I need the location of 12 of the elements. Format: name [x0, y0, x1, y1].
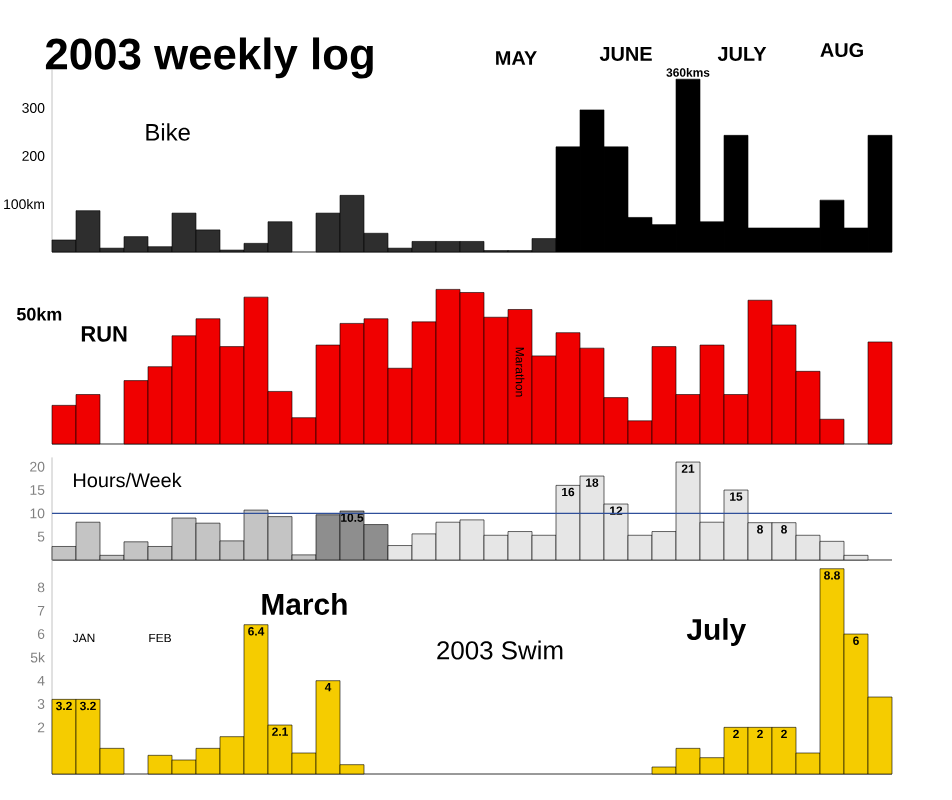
text: Hours/Week	[74, 472, 182, 488]
chart-title: 2003 weekly log	[45, 37, 373, 79]
annotation: March	[262, 593, 347, 615]
text: RUN	[81, 326, 127, 342]
annotation: July	[686, 618, 747, 646]
text: JULY	[717, 47, 767, 61]
text: 2003 Swim	[437, 640, 563, 660]
text: AUG	[820, 42, 863, 58]
annotation: 50km	[16, 307, 62, 321]
text: Bike	[146, 123, 190, 141]
text: JUNE	[599, 47, 652, 61]
text: MAY	[496, 51, 537, 65]
